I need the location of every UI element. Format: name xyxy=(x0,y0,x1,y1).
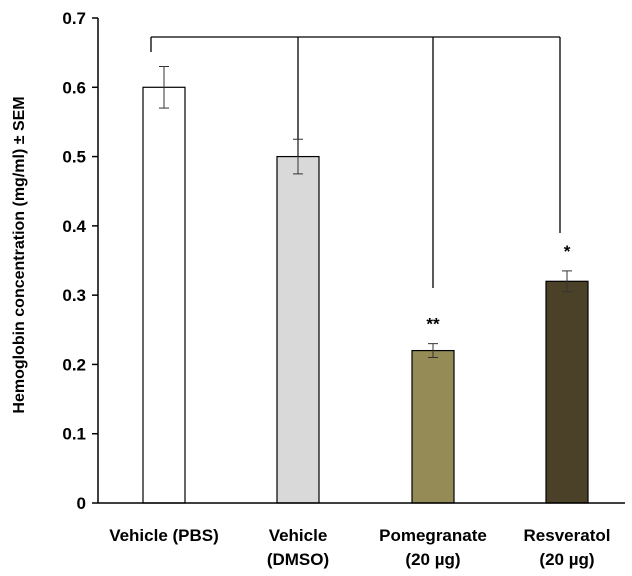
x-axis: Vehicle (PBS) Vehicle (DMSO) Pomegranate (20… xyxy=(98,502,625,569)
x-category-label: (DMSO) xyxy=(267,550,329,569)
y-tick-label: 0.4 xyxy=(62,217,86,236)
bar xyxy=(142,86,186,504)
y-axis: 0 0.1 0.2 0.3 0.4 0.5 0.6 0.7 xyxy=(62,9,99,513)
x-category-label: Resveratol xyxy=(524,526,611,545)
bar xyxy=(545,280,589,504)
x-category-label: Pomegranate xyxy=(379,526,487,545)
x-category-label: Vehicle (PBS) xyxy=(109,526,219,545)
significance-marker: ** xyxy=(426,315,440,334)
y-tick-label: 0.6 xyxy=(62,78,86,97)
x-category-label: (20 µg) xyxy=(405,550,460,569)
bars: *** xyxy=(142,66,589,504)
y-axis-title: Hemoglobin concentration (mg/ml) ± SEM xyxy=(11,96,28,413)
y-tick-label: 0 xyxy=(77,494,86,513)
y-tick-label: 0.7 xyxy=(62,9,86,28)
y-tick-label: 0.5 xyxy=(62,148,86,167)
y-tick-label: 0.2 xyxy=(62,355,86,374)
bar xyxy=(411,349,455,504)
x-category-label: (20 µg) xyxy=(539,550,594,569)
y-tick-label: 0.1 xyxy=(62,425,86,444)
x-category-label: Vehicle xyxy=(269,526,328,545)
bar xyxy=(276,155,320,504)
comparison-bracket xyxy=(150,36,561,288)
significance-marker: * xyxy=(564,242,571,261)
y-tick-label: 0.3 xyxy=(62,286,86,305)
